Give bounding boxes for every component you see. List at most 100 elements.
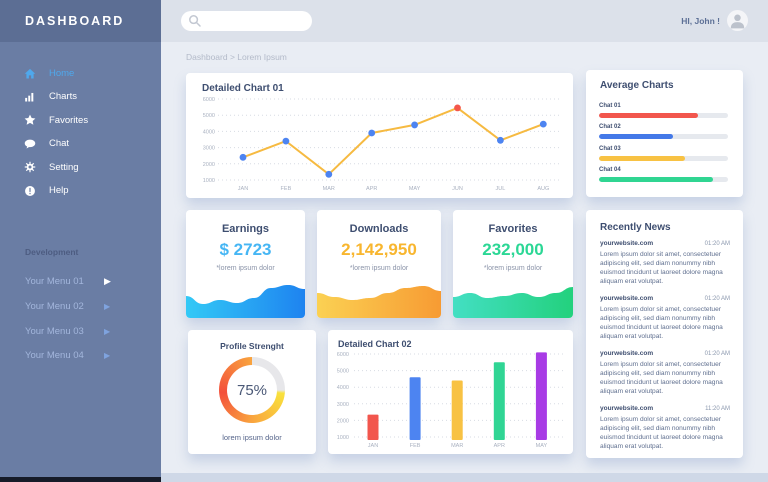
news-source-link[interactable]: yourwebsite.com [600, 240, 654, 247]
svg-text:4000: 4000 [337, 385, 349, 391]
avatar[interactable] [727, 10, 748, 31]
progress-label: Chat 03 [599, 145, 621, 152]
sidebar-item-setting[interactable]: Setting [0, 157, 161, 178]
sidebar-item-favorites[interactable]: Favorites [0, 110, 161, 131]
svg-text:5000: 5000 [337, 369, 349, 375]
news-body: Lorem ipsum dolor sit amet, consectetuer… [600, 306, 723, 340]
chevron-right-icon: ▶ [104, 326, 111, 336]
stat-title: Favorites [488, 223, 538, 235]
dev-item-label: Your Menu 01 [25, 276, 84, 287]
progress-label: Chat 04 [599, 167, 621, 174]
dev-item-label: Your Menu 03 [25, 325, 84, 337]
stat-note: *lorem ipsum dolor [349, 265, 409, 272]
search-icon [189, 15, 201, 27]
svg-text:APR: APR [366, 186, 377, 192]
sidebar-item-help[interactable]: Help [0, 180, 161, 201]
sidebar-dev-item-your-menu-03[interactable]: Your Menu 03 ▶ [0, 323, 161, 341]
svg-text:MAY: MAY [409, 186, 421, 192]
bottom-edge [161, 473, 768, 482]
card-title: Detailed Chart 01 [202, 83, 284, 94]
news-source-link[interactable]: yourwebsite.com [600, 405, 654, 412]
sidebar-item-chat[interactable]: Chat [0, 133, 161, 154]
card-title: Profile Strenght [220, 341, 284, 351]
svg-text:JAN: JAN [368, 443, 378, 449]
help-icon [25, 185, 35, 196]
sidebar-item-label: Setting [49, 161, 79, 173]
stat-value: $ 2723 [219, 240, 272, 259]
news-timestamp: 11:20 AM [705, 406, 730, 412]
line-chart: 6000 5000 4000 3000 2000 1000 JAN FEB MAR APR MAY J… [203, 97, 562, 192]
svg-text:JUL: JUL [496, 186, 506, 192]
app-title: DASHBOARD [25, 14, 125, 28]
breadcrumb[interactable]: Dashboard > Lorem Ipsum [186, 52, 287, 62]
news-body: Lorem ipsum dolor sit amet, consectetuer… [600, 251, 723, 285]
gear-icon [24, 161, 36, 173]
news-body: Lorem ipsum dolor sit amet, consectetuer… [600, 416, 723, 450]
svg-text:1000: 1000 [337, 435, 349, 441]
dev-item-label: Your Menu 02 [25, 300, 84, 312]
downloads-card: Downloads 2,142,950 *lorem ipsum dolor [317, 210, 441, 318]
sidebar: DASHBOARD Home Charts Favorites Chat Setting… [0, 0, 161, 482]
sidebar-item-label: Home [49, 68, 75, 79]
svg-text:APR: APR [494, 443, 505, 449]
svg-text:6000: 6000 [337, 352, 349, 358]
bar-chart: 6000 5000 4000 3000 2000 1000 JAN FEB MAR APR MAY [337, 352, 566, 449]
recently-news-card: Recently News yourwebsite.com 01:20 AM Lor… [586, 210, 743, 458]
donut-chart: 75% [219, 357, 285, 423]
detailed-chart-01-card: Detailed Chart 01 6000 5000 4000 3000 2000 10… [186, 73, 573, 198]
news-timestamp: 01:20 AM [704, 351, 730, 357]
progress-label: Chat 01 [599, 103, 621, 109]
favorites-card: Favorites 232,000 *lorem ipsum dolor [453, 210, 573, 318]
chevron-right-icon: ▶ [104, 351, 111, 361]
card-title: Recently News [600, 222, 671, 233]
svg-text:2000: 2000 [337, 418, 349, 424]
star-icon [24, 114, 36, 126]
news-timestamp: 01:20 AM [704, 241, 730, 247]
news-source-link[interactable]: yourwebsite.com [600, 350, 654, 357]
sidebar-section-label: Development [25, 247, 79, 257]
profile-strength-card: Profile Strenght 75% lorem ipsum dolor [188, 330, 316, 454]
progress-track [599, 177, 728, 183]
sidebar-dev-item-your-menu-02[interactable]: Your Menu 02 ▶ [0, 298, 161, 316]
svg-text:FEB: FEB [410, 443, 421, 449]
earnings-card: Earnings $ 2723 *lorem ipsum dolor [186, 210, 305, 318]
stat-title: Earnings [221, 223, 270, 235]
news-timestamp: 01:20 AM [704, 296, 730, 302]
sidebar-item-home[interactable]: Home [0, 63, 161, 84]
news-source-link[interactable]: yourwebsite.com [600, 295, 654, 302]
user-icon [730, 14, 745, 29]
svg-text:FEB: FEB [281, 186, 292, 192]
dev-item-label: Your Menu 04 [25, 350, 84, 362]
sidebar-item-charts[interactable]: Charts [0, 86, 161, 107]
stat-note: *lorem ipsum dolor [483, 265, 543, 272]
news-body: Lorem ipsum dolor sit amet, consectetuer… [600, 361, 723, 395]
average-charts-card: Average Charts Chat 01 Chat 02 Chat 03 Chat… [586, 70, 743, 197]
progress-fill [599, 155, 686, 161]
svg-text:2000: 2000 [203, 162, 215, 168]
svg-text:4000: 4000 [203, 129, 215, 135]
progress-track [599, 134, 728, 140]
area-sparkline [317, 286, 441, 318]
topbar: HI, John ! [161, 0, 768, 42]
stat-title: Downloads [349, 223, 409, 235]
search-input[interactable] [202, 14, 302, 28]
charts-icon [25, 92, 34, 102]
news-item: yourwebsite.com 11:20 AM Lorem ipsum dolor… [600, 405, 730, 451]
progress-fill [599, 177, 713, 183]
svg-text:MAR: MAR [323, 186, 335, 192]
sidebar-dev-item-your-menu-04[interactable]: Your Menu 04 ▶ [0, 347, 161, 365]
card-title: Detailed Chart 02 [338, 339, 412, 349]
chevron-right-icon: ▶ [104, 301, 111, 311]
stat-value: 2,142,950 [341, 240, 417, 259]
svg-text:5000: 5000 [203, 113, 215, 119]
sidebar-header: DASHBOARD [0, 0, 161, 42]
search-box[interactable] [181, 11, 312, 31]
progress-track [599, 155, 728, 161]
stat-value: 232,000 [482, 240, 544, 259]
news-item: yourwebsite.com 01:20 AM Lorem ipsum dolor… [600, 295, 730, 341]
progress-track [599, 113, 728, 118]
sidebar-dev-item-your-menu-01[interactable]: Your Menu 01 ▶ [0, 273, 161, 291]
stat-note: *lorem ipsum dolor [216, 265, 275, 272]
chat-icon [24, 139, 36, 149]
